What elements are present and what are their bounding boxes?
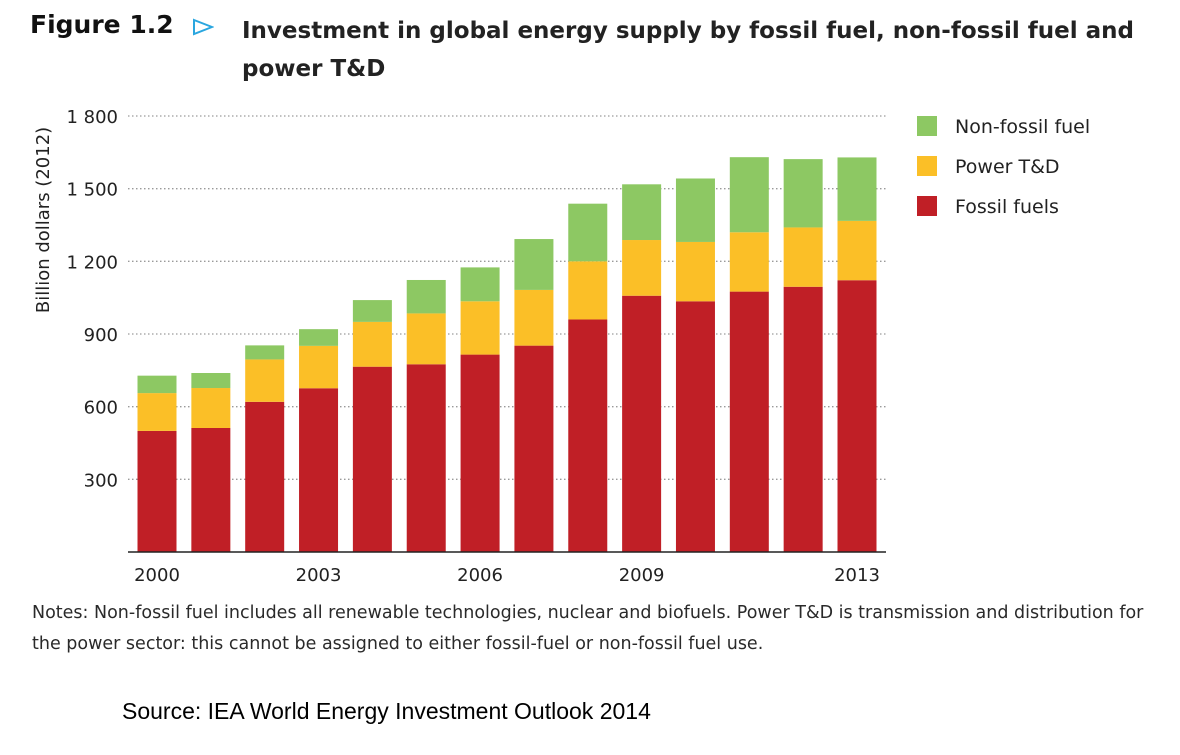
bar-fossil-fuels-2004 — [352, 366, 392, 552]
x-tick-label: 2003 — [296, 565, 342, 586]
bar-non-fossil-fuel-2007 — [514, 239, 554, 290]
bar-power-t-d-2005 — [406, 313, 446, 365]
y-axis-label: Billion dollars (2012) — [33, 127, 54, 313]
bar-non-fossil-fuel-2005 — [406, 279, 446, 314]
legend-label-non-fossil-fuel: Non-fossil fuel — [955, 116, 1090, 138]
x-tick-label: 2000 — [134, 565, 180, 586]
bar-power-t-d-2009 — [622, 240, 662, 296]
legend-swatch-non-fossil-fuel — [917, 116, 937, 136]
bar-fossil-fuels-2003 — [299, 388, 339, 552]
bar-non-fossil-fuel-2013 — [837, 157, 877, 221]
x-tick-label: 2009 — [619, 565, 665, 586]
figure-title: Investment in global energy supply by fo… — [242, 18, 1135, 82]
bar-fossil-fuels-2001 — [191, 427, 231, 552]
bar-non-fossil-fuel-2003 — [299, 329, 339, 346]
y-tick-label: 1 500 — [66, 180, 118, 201]
bar-power-t-d-2011 — [729, 232, 769, 292]
bar-power-t-d-2004 — [352, 321, 392, 367]
bar-power-t-d-2007 — [514, 289, 554, 346]
y-tick-labels: 300 600 900 1 200 1 500 1 800 — [66, 107, 118, 491]
y-tick-label: 900 — [84, 325, 118, 346]
y-tick-label: 1 800 — [66, 107, 118, 128]
bar-power-t-d-2013 — [837, 220, 877, 281]
bar-non-fossil-fuel-2010 — [675, 178, 715, 242]
figure-arrow-icon — [193, 18, 214, 36]
bar-fossil-fuels-2012 — [783, 286, 823, 552]
bar-power-t-d-2010 — [675, 241, 715, 302]
bar-power-t-d-2006 — [460, 301, 500, 355]
bar-fossil-fuels-2005 — [406, 364, 446, 552]
bar-power-t-d-2008 — [568, 261, 608, 320]
legend: Non-fossil fuel Power T&D Fossil fuels — [917, 116, 1090, 218]
bar-non-fossil-fuel-2009 — [622, 184, 662, 241]
bar-fossil-fuels-2008 — [568, 319, 608, 552]
bar-non-fossil-fuel-2000 — [137, 375, 177, 394]
bar-non-fossil-fuel-2001 — [191, 373, 231, 389]
legend-label-power-t-d: Power T&D — [955, 156, 1060, 178]
bar-fossil-fuels-2011 — [729, 291, 769, 552]
y-tick-label: 600 — [84, 398, 118, 419]
bar-power-t-d-2002 — [245, 359, 285, 402]
bar-fossil-fuels-2007 — [514, 345, 554, 552]
bar-non-fossil-fuel-2004 — [352, 300, 392, 322]
bar-fossil-fuels-2000 — [137, 430, 177, 552]
legend-label-fossil-fuels: Fossil fuels — [955, 196, 1059, 218]
legend-swatch-power-t-d — [917, 156, 937, 176]
source-citation: Source: IEA World Energy Investment Outl… — [122, 698, 651, 724]
bar-fossil-fuels-2013 — [837, 280, 877, 552]
bar-group — [137, 157, 877, 552]
y-tick-label: 300 — [84, 470, 118, 491]
bar-non-fossil-fuel-2011 — [729, 157, 769, 233]
bar-non-fossil-fuel-2012 — [783, 159, 823, 228]
bar-fossil-fuels-2006 — [460, 354, 500, 552]
bar-power-t-d-2012 — [783, 227, 823, 287]
bar-fossil-fuels-2009 — [622, 295, 662, 552]
grid-lines — [128, 115, 886, 480]
x-tick-labels: 2000 2003 2006 2009 2013 — [134, 565, 880, 586]
y-tick-label: 1 200 — [66, 252, 118, 273]
x-tick-label: 2013 — [834, 565, 880, 586]
chart-notes: Notes: Non-fossil fuel includes all rene… — [32, 603, 1144, 654]
x-tick-label: 2006 — [457, 565, 503, 586]
bar-non-fossil-fuel-2002 — [245, 345, 285, 360]
bar-power-t-d-2000 — [137, 393, 177, 431]
legend-swatch-fossil-fuels — [917, 196, 937, 216]
figure-label: Figure 1.2 — [30, 10, 174, 39]
bar-non-fossil-fuel-2006 — [460, 267, 500, 302]
bar-non-fossil-fuel-2008 — [568, 203, 608, 262]
bar-fossil-fuels-2002 — [245, 401, 285, 552]
bar-power-t-d-2001 — [191, 388, 231, 428]
bar-power-t-d-2003 — [299, 345, 339, 389]
bar-fossil-fuels-2010 — [675, 301, 715, 552]
